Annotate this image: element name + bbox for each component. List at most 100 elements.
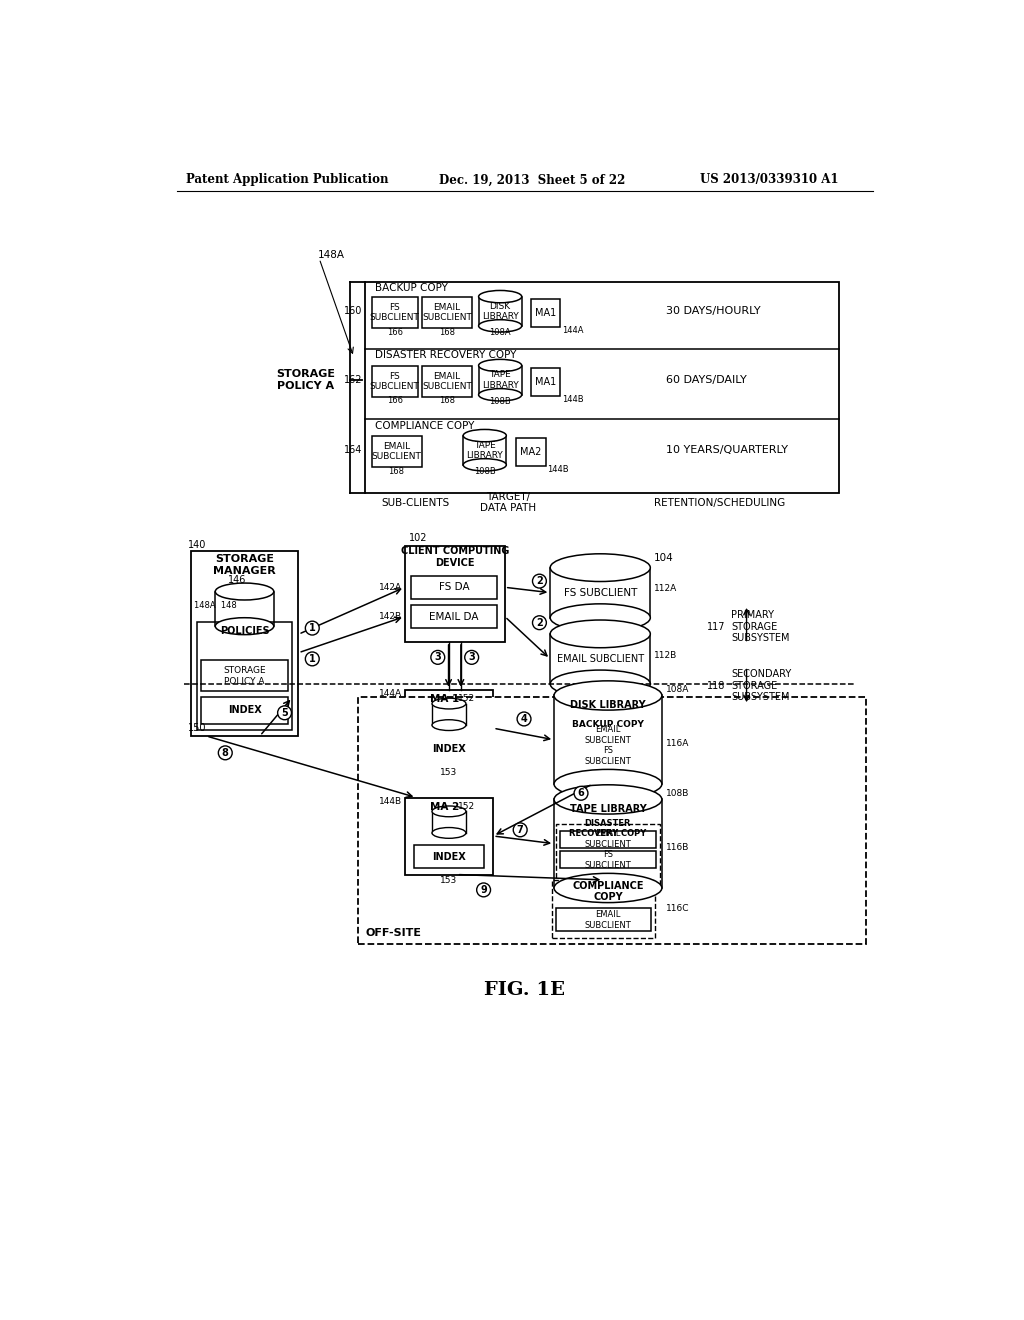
Text: 7: 7 xyxy=(517,825,523,834)
Text: 150: 150 xyxy=(188,723,207,733)
Text: INDEX: INDEX xyxy=(432,851,466,862)
Text: TAPE
LIBRARY: TAPE LIBRARY xyxy=(466,441,503,459)
Circle shape xyxy=(532,574,547,589)
Text: DISASTER RECOVERY COPY: DISASTER RECOVERY COPY xyxy=(375,350,516,360)
Text: 5: 5 xyxy=(282,708,288,718)
Text: 3: 3 xyxy=(468,652,475,663)
Ellipse shape xyxy=(463,459,506,471)
Bar xyxy=(554,696,662,784)
Text: BACKUP COPY: BACKUP COPY xyxy=(375,282,447,293)
Ellipse shape xyxy=(432,828,466,838)
Ellipse shape xyxy=(478,319,521,333)
FancyBboxPatch shape xyxy=(404,689,494,767)
FancyBboxPatch shape xyxy=(366,281,839,494)
Ellipse shape xyxy=(432,719,466,730)
FancyBboxPatch shape xyxy=(357,697,866,944)
Text: FS
SUBCLIENT: FS SUBCLIENT xyxy=(585,850,632,870)
FancyBboxPatch shape xyxy=(197,622,292,730)
FancyBboxPatch shape xyxy=(404,545,505,642)
Text: US 2013/0339310 A1: US 2013/0339310 A1 xyxy=(700,173,839,186)
Text: EMAIL
SUBCLIENT: EMAIL SUBCLIENT xyxy=(422,304,472,322)
Text: RETENTION/SCHEDULING: RETENTION/SCHEDULING xyxy=(654,498,785,508)
FancyBboxPatch shape xyxy=(372,297,418,329)
Circle shape xyxy=(517,711,531,726)
FancyBboxPatch shape xyxy=(516,438,546,466)
Ellipse shape xyxy=(463,429,506,442)
FancyBboxPatch shape xyxy=(560,726,655,743)
Text: SUB-CLIENTS: SUB-CLIENTS xyxy=(381,498,450,508)
FancyBboxPatch shape xyxy=(531,368,560,396)
Text: 160: 160 xyxy=(344,306,362,317)
Text: EMAIL SUBCLIENT: EMAIL SUBCLIENT xyxy=(557,653,644,664)
Ellipse shape xyxy=(550,671,650,698)
Text: COMPLIANCE COPY: COMPLIANCE COPY xyxy=(375,421,474,430)
Circle shape xyxy=(477,883,490,896)
Text: EMAIL
SUBCLIENT: EMAIL SUBCLIENT xyxy=(585,829,632,849)
Circle shape xyxy=(305,652,319,665)
Text: MA 2: MA 2 xyxy=(430,801,460,812)
Text: 166: 166 xyxy=(387,327,402,337)
Text: 104: 104 xyxy=(654,553,674,564)
Text: 144A: 144A xyxy=(379,689,401,698)
FancyBboxPatch shape xyxy=(552,880,655,937)
Text: 2: 2 xyxy=(536,618,543,628)
Text: 116A: 116A xyxy=(666,739,689,748)
Text: 153: 153 xyxy=(440,876,458,886)
FancyBboxPatch shape xyxy=(190,552,298,737)
Text: EMAIL DA: EMAIL DA xyxy=(429,611,478,622)
Text: Patent Application Publication: Patent Application Publication xyxy=(186,173,388,186)
Ellipse shape xyxy=(554,785,662,814)
FancyBboxPatch shape xyxy=(411,576,497,599)
Ellipse shape xyxy=(215,618,273,635)
Bar xyxy=(432,812,466,833)
Circle shape xyxy=(278,706,292,719)
Text: 168: 168 xyxy=(439,396,455,405)
Circle shape xyxy=(305,622,319,635)
Text: CLIENT COMPUTING
DEVICE: CLIENT COMPUTING DEVICE xyxy=(400,546,509,568)
Text: 166: 166 xyxy=(387,396,402,405)
Text: 146: 146 xyxy=(227,576,246,585)
FancyBboxPatch shape xyxy=(414,738,484,760)
Text: 108B: 108B xyxy=(474,467,496,477)
Circle shape xyxy=(431,651,444,664)
Text: 142B: 142B xyxy=(379,612,402,620)
Text: 117: 117 xyxy=(707,622,725,631)
Text: 2: 2 xyxy=(536,576,543,586)
Text: 142A: 142A xyxy=(379,583,402,591)
FancyBboxPatch shape xyxy=(414,845,484,869)
Text: 116C: 116C xyxy=(666,904,689,913)
Text: 10 YEARS/QUARTERLY: 10 YEARS/QUARTERLY xyxy=(666,445,787,455)
Text: STORAGE
POLICY A: STORAGE POLICY A xyxy=(275,370,335,391)
Circle shape xyxy=(532,615,547,630)
Text: TAPE
LIBRARY: TAPE LIBRARY xyxy=(481,371,518,389)
Text: EMAIL
SUBCLIENT: EMAIL SUBCLIENT xyxy=(585,911,632,929)
Ellipse shape xyxy=(432,807,466,817)
Text: 112A: 112A xyxy=(654,585,678,593)
Text: FS
SUBCLIENT: FS SUBCLIENT xyxy=(370,304,420,322)
Bar xyxy=(550,568,650,618)
FancyBboxPatch shape xyxy=(560,830,655,847)
Text: 168: 168 xyxy=(439,327,455,337)
Text: FS DA: FS DA xyxy=(438,582,469,593)
Text: MA2: MA2 xyxy=(520,446,542,457)
Text: PRIMARY
STORAGE
SUBSYSTEM: PRIMARY STORAGE SUBSYSTEM xyxy=(731,610,790,643)
Text: 144B: 144B xyxy=(379,797,401,805)
Text: EMAIL
SUBCLIENT: EMAIL SUBCLIENT xyxy=(372,442,421,462)
Text: 1: 1 xyxy=(309,623,315,634)
Text: Dec. 19, 2013  Sheet 5 of 22: Dec. 19, 2013 Sheet 5 of 22 xyxy=(438,173,625,186)
Bar xyxy=(554,800,662,888)
Text: 118: 118 xyxy=(707,681,725,690)
Text: 60 DAYS/DAILY: 60 DAYS/DAILY xyxy=(666,375,746,385)
FancyBboxPatch shape xyxy=(202,660,288,692)
Ellipse shape xyxy=(550,554,650,582)
FancyBboxPatch shape xyxy=(531,298,560,326)
Text: FS
SUBCLIENT: FS SUBCLIENT xyxy=(370,372,420,392)
Text: 112B: 112B xyxy=(654,651,678,660)
Text: STORAGE
POLICY A: STORAGE POLICY A xyxy=(223,667,266,685)
Text: 6: 6 xyxy=(578,788,585,799)
Text: 140: 140 xyxy=(188,540,207,550)
Text: DISK LIBRARY: DISK LIBRARY xyxy=(570,700,646,710)
Text: DISASTER
RECOVERY COPY: DISASTER RECOVERY COPY xyxy=(569,818,646,838)
Text: STORAGE
MANAGER: STORAGE MANAGER xyxy=(213,554,275,576)
Bar xyxy=(463,436,506,465)
